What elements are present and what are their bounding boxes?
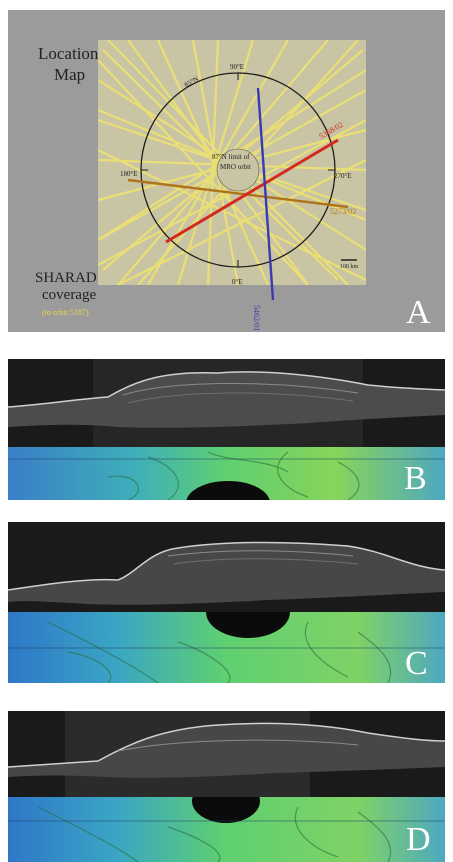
panel-label-c: C [405,645,428,682]
map-title-line1: Location [38,44,99,63]
lon-label-270: 270°E [334,172,352,180]
scale-bar-label: 100 km [340,264,359,270]
panel-label-d: D [406,821,431,858]
panel-label-a: A [406,294,431,331]
orbit-limit-line2: MRO orbit [220,163,251,171]
topography-map-c [8,612,445,683]
track-line-orange [127,178,349,209]
caption-line1: SHARAD [35,270,97,286]
lon-label-0: 0°E [232,278,243,286]
topography-map-b [8,447,445,500]
track-label-orange: 5273/02 [330,207,357,216]
panel-b-radargram: B [8,359,445,500]
panel-label-b: B [404,460,427,497]
orbit-limit-hole [216,148,260,192]
panel-c-radargram: C [8,522,445,683]
track-label-blue: 5462/01 [252,305,261,332]
lon-label-90: 90°E [230,63,245,71]
radargram-d [8,711,445,797]
location-map-graphic [98,40,366,301]
radargram-b [8,359,445,447]
topography-map-d [8,797,445,862]
caption-line2: coverage [42,287,97,303]
panel-d-radargram: D [8,711,445,862]
track-line-red [165,138,339,244]
lon-label-180: 180°E [120,170,138,178]
orbit-limit-line1: 87°N limit of [212,153,250,161]
map-title-line2: Map [54,65,86,84]
caption-line3: (to orbit 5187) [42,308,89,317]
radargram-c [8,522,445,612]
panel-a-location-map: Location Map SHARAD coverage (to orbit 5… [8,10,445,332]
track-line-blue [256,87,275,301]
